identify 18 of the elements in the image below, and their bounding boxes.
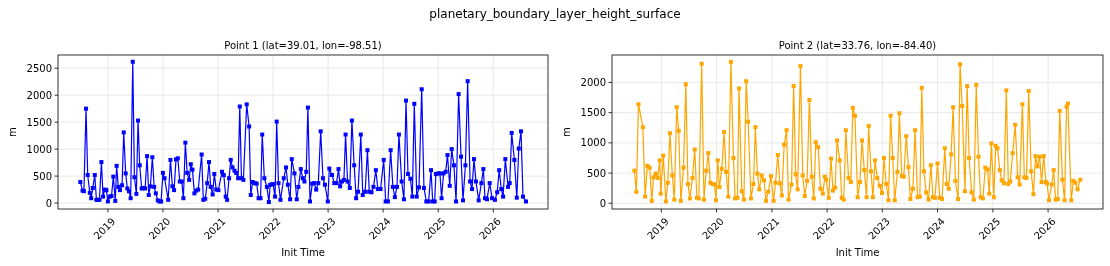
x-axis-title: Init Time bbox=[835, 247, 880, 258]
y-axis-title: m bbox=[7, 127, 18, 137]
y-tick-label: 2500 bbox=[26, 62, 52, 74]
y-tick-label: 1500 bbox=[26, 116, 52, 128]
text: planetary_boundary_layer_height_surface bbox=[429, 7, 681, 21]
y-tick-label: 2000 bbox=[580, 76, 606, 88]
y-tick-label: 500 bbox=[32, 170, 52, 182]
y-tick-label: 0 bbox=[45, 197, 52, 209]
y-tick-label: 1000 bbox=[26, 143, 52, 155]
y-axis-title: m bbox=[561, 127, 572, 137]
y-tick-label: 500 bbox=[586, 167, 606, 179]
chart-title: Point 2 (lat=33.76, lon=-84.40) bbox=[778, 40, 937, 51]
y-tick-label: 1500 bbox=[580, 107, 606, 119]
y-tick-label: 0 bbox=[599, 197, 606, 209]
chart-title: Point 1 (lat=39.01, lon=-98.51) bbox=[224, 40, 382, 51]
y-tick-label: 1000 bbox=[580, 137, 606, 149]
x-axis-title: Init Time bbox=[281, 247, 325, 258]
y-tick-label: 2000 bbox=[26, 89, 52, 101]
